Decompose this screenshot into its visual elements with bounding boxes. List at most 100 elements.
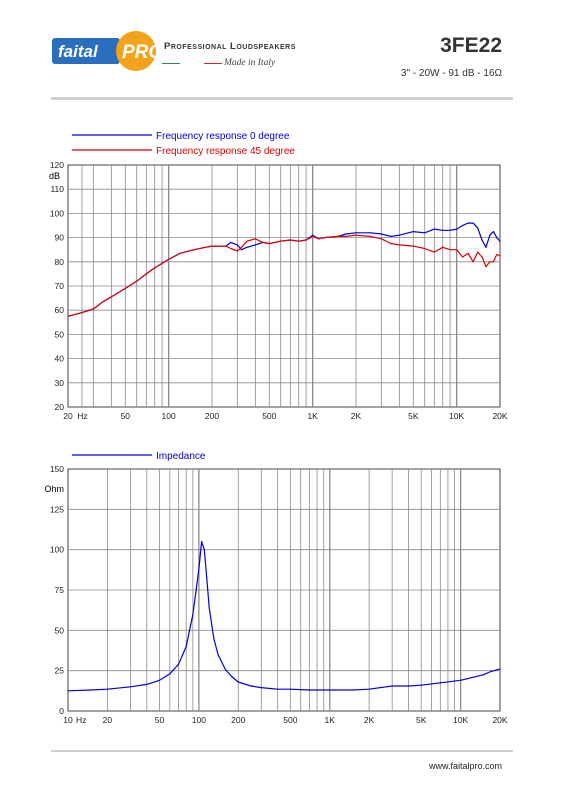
- data-point: [481, 239, 483, 241]
- data-point: [185, 645, 187, 648]
- impedance-series: [67, 540, 501, 692]
- flag-red-line: [204, 63, 222, 64]
- data-point: [250, 685, 252, 687]
- flag-green-line: [162, 63, 180, 64]
- data-point: [145, 273, 147, 275]
- x-tick-label: 50: [155, 715, 165, 725]
- x-tick-label: 100: [162, 411, 176, 421]
- data-point: [449, 249, 451, 251]
- impedance-y-ticks: 150 125 100 75 50 25 0: [50, 464, 64, 716]
- data-point: [490, 670, 492, 673]
- data-point: [230, 241, 232, 244]
- y-tick-label: 80: [55, 257, 65, 267]
- y-tick-label: 70: [55, 281, 65, 291]
- data-point: [460, 679, 462, 681]
- impedance-y-unit: Ohm: [44, 484, 64, 494]
- data-point: [390, 235, 392, 237]
- data-point: [368, 688, 370, 690]
- data-point: [485, 266, 487, 268]
- tagline-made-in-italy: Made in Italy: [224, 58, 276, 68]
- y-tick-label: 150: [50, 464, 64, 474]
- data-point: [237, 681, 239, 683]
- data-point: [456, 249, 458, 251]
- x-tick-label: 2K: [351, 411, 362, 421]
- data-point: [420, 684, 422, 686]
- data-point: [213, 637, 215, 639]
- data-point: [467, 222, 469, 224]
- data-point: [289, 688, 291, 690]
- data-point: [369, 235, 371, 237]
- data-point: [289, 239, 291, 241]
- y-tick-label: 75: [55, 585, 65, 595]
- x-tick-label: 10: [63, 715, 73, 725]
- footer-divider: [51, 750, 513, 752]
- data-point: [352, 689, 354, 691]
- svg-text:PRO: PRO: [122, 42, 163, 63]
- data-point: [390, 243, 392, 245]
- data-point: [323, 237, 325, 239]
- impedance-chart: 150 125 100 75 50 25 0 10 Hz 20 50 100 200 500 1K 2K 5K…: [44, 451, 507, 725]
- x-tick-label: 100: [192, 715, 206, 725]
- data-point: [179, 252, 181, 254]
- data-point: [203, 549, 205, 551]
- data-point: [462, 224, 464, 227]
- legend-0deg-label: Frequency response 0 degree: [156, 131, 290, 142]
- x-tick-label: 1K: [325, 715, 336, 725]
- data-point: [168, 258, 170, 260]
- data-point: [398, 234, 400, 236]
- data-point: [472, 222, 474, 224]
- legend-45deg-label: Frequency response 45 degree: [156, 146, 295, 157]
- frequency-grid: [67, 164, 501, 408]
- x-tick-label: 10K: [449, 411, 464, 421]
- data-point: [92, 308, 94, 310]
- data-point: [380, 238, 382, 240]
- data-point: [424, 232, 426, 234]
- data-point: [124, 287, 126, 290]
- data-point: [312, 234, 314, 236]
- data-point: [277, 688, 279, 690]
- data-point: [391, 685, 393, 687]
- impedance-legend: Impedance: [72, 451, 206, 462]
- data-point: [329, 689, 331, 691]
- data-point: [110, 296, 112, 298]
- x-tick-label: 20: [103, 715, 113, 725]
- data-point: [106, 688, 108, 690]
- data-point: [254, 238, 256, 240]
- data-point: [442, 229, 444, 231]
- data-point: [136, 280, 138, 282]
- data-point: [240, 246, 242, 248]
- y-tick-label: 60: [55, 305, 65, 315]
- data-point: [481, 256, 483, 258]
- x-tick-label: 50: [121, 411, 131, 421]
- y-tick-label: 30: [55, 378, 65, 388]
- impedance-grid: [67, 468, 501, 712]
- data-point: [204, 246, 207, 248]
- data-point: [355, 232, 357, 234]
- data-point: [169, 673, 171, 675]
- legend-impedance-label: Impedance: [156, 451, 206, 462]
- y-tick-label: 25: [55, 666, 65, 676]
- data-point: [308, 689, 311, 691]
- x-tick-label: 20: [63, 411, 73, 421]
- faital-pro-logo: faital PRO: [52, 30, 164, 72]
- data-point: [496, 237, 498, 239]
- series-line-1: [67, 222, 501, 317]
- frequency-response-chart: 120 110 100 90 80 70 60 50 40 30 20 20 Hz 50 100 200 50…: [49, 131, 508, 421]
- data-point: [262, 241, 264, 244]
- y-tick-label: 120: [50, 160, 64, 170]
- data-point: [345, 233, 347, 235]
- y-tick-label: 40: [55, 354, 65, 364]
- data-point: [225, 245, 227, 247]
- data-point: [449, 229, 451, 231]
- data-point: [208, 607, 210, 609]
- data-point: [467, 252, 469, 254]
- data-point: [231, 676, 233, 678]
- data-point: [268, 243, 270, 245]
- y-tick-label: 90: [55, 233, 65, 243]
- data-point: [477, 251, 479, 253]
- data-point: [318, 238, 320, 240]
- x-tick-label: 20K: [492, 411, 507, 421]
- data-point: [246, 246, 248, 248]
- frequency-y-unit: dB: [49, 171, 60, 181]
- x-tick-label: Hz: [77, 411, 87, 421]
